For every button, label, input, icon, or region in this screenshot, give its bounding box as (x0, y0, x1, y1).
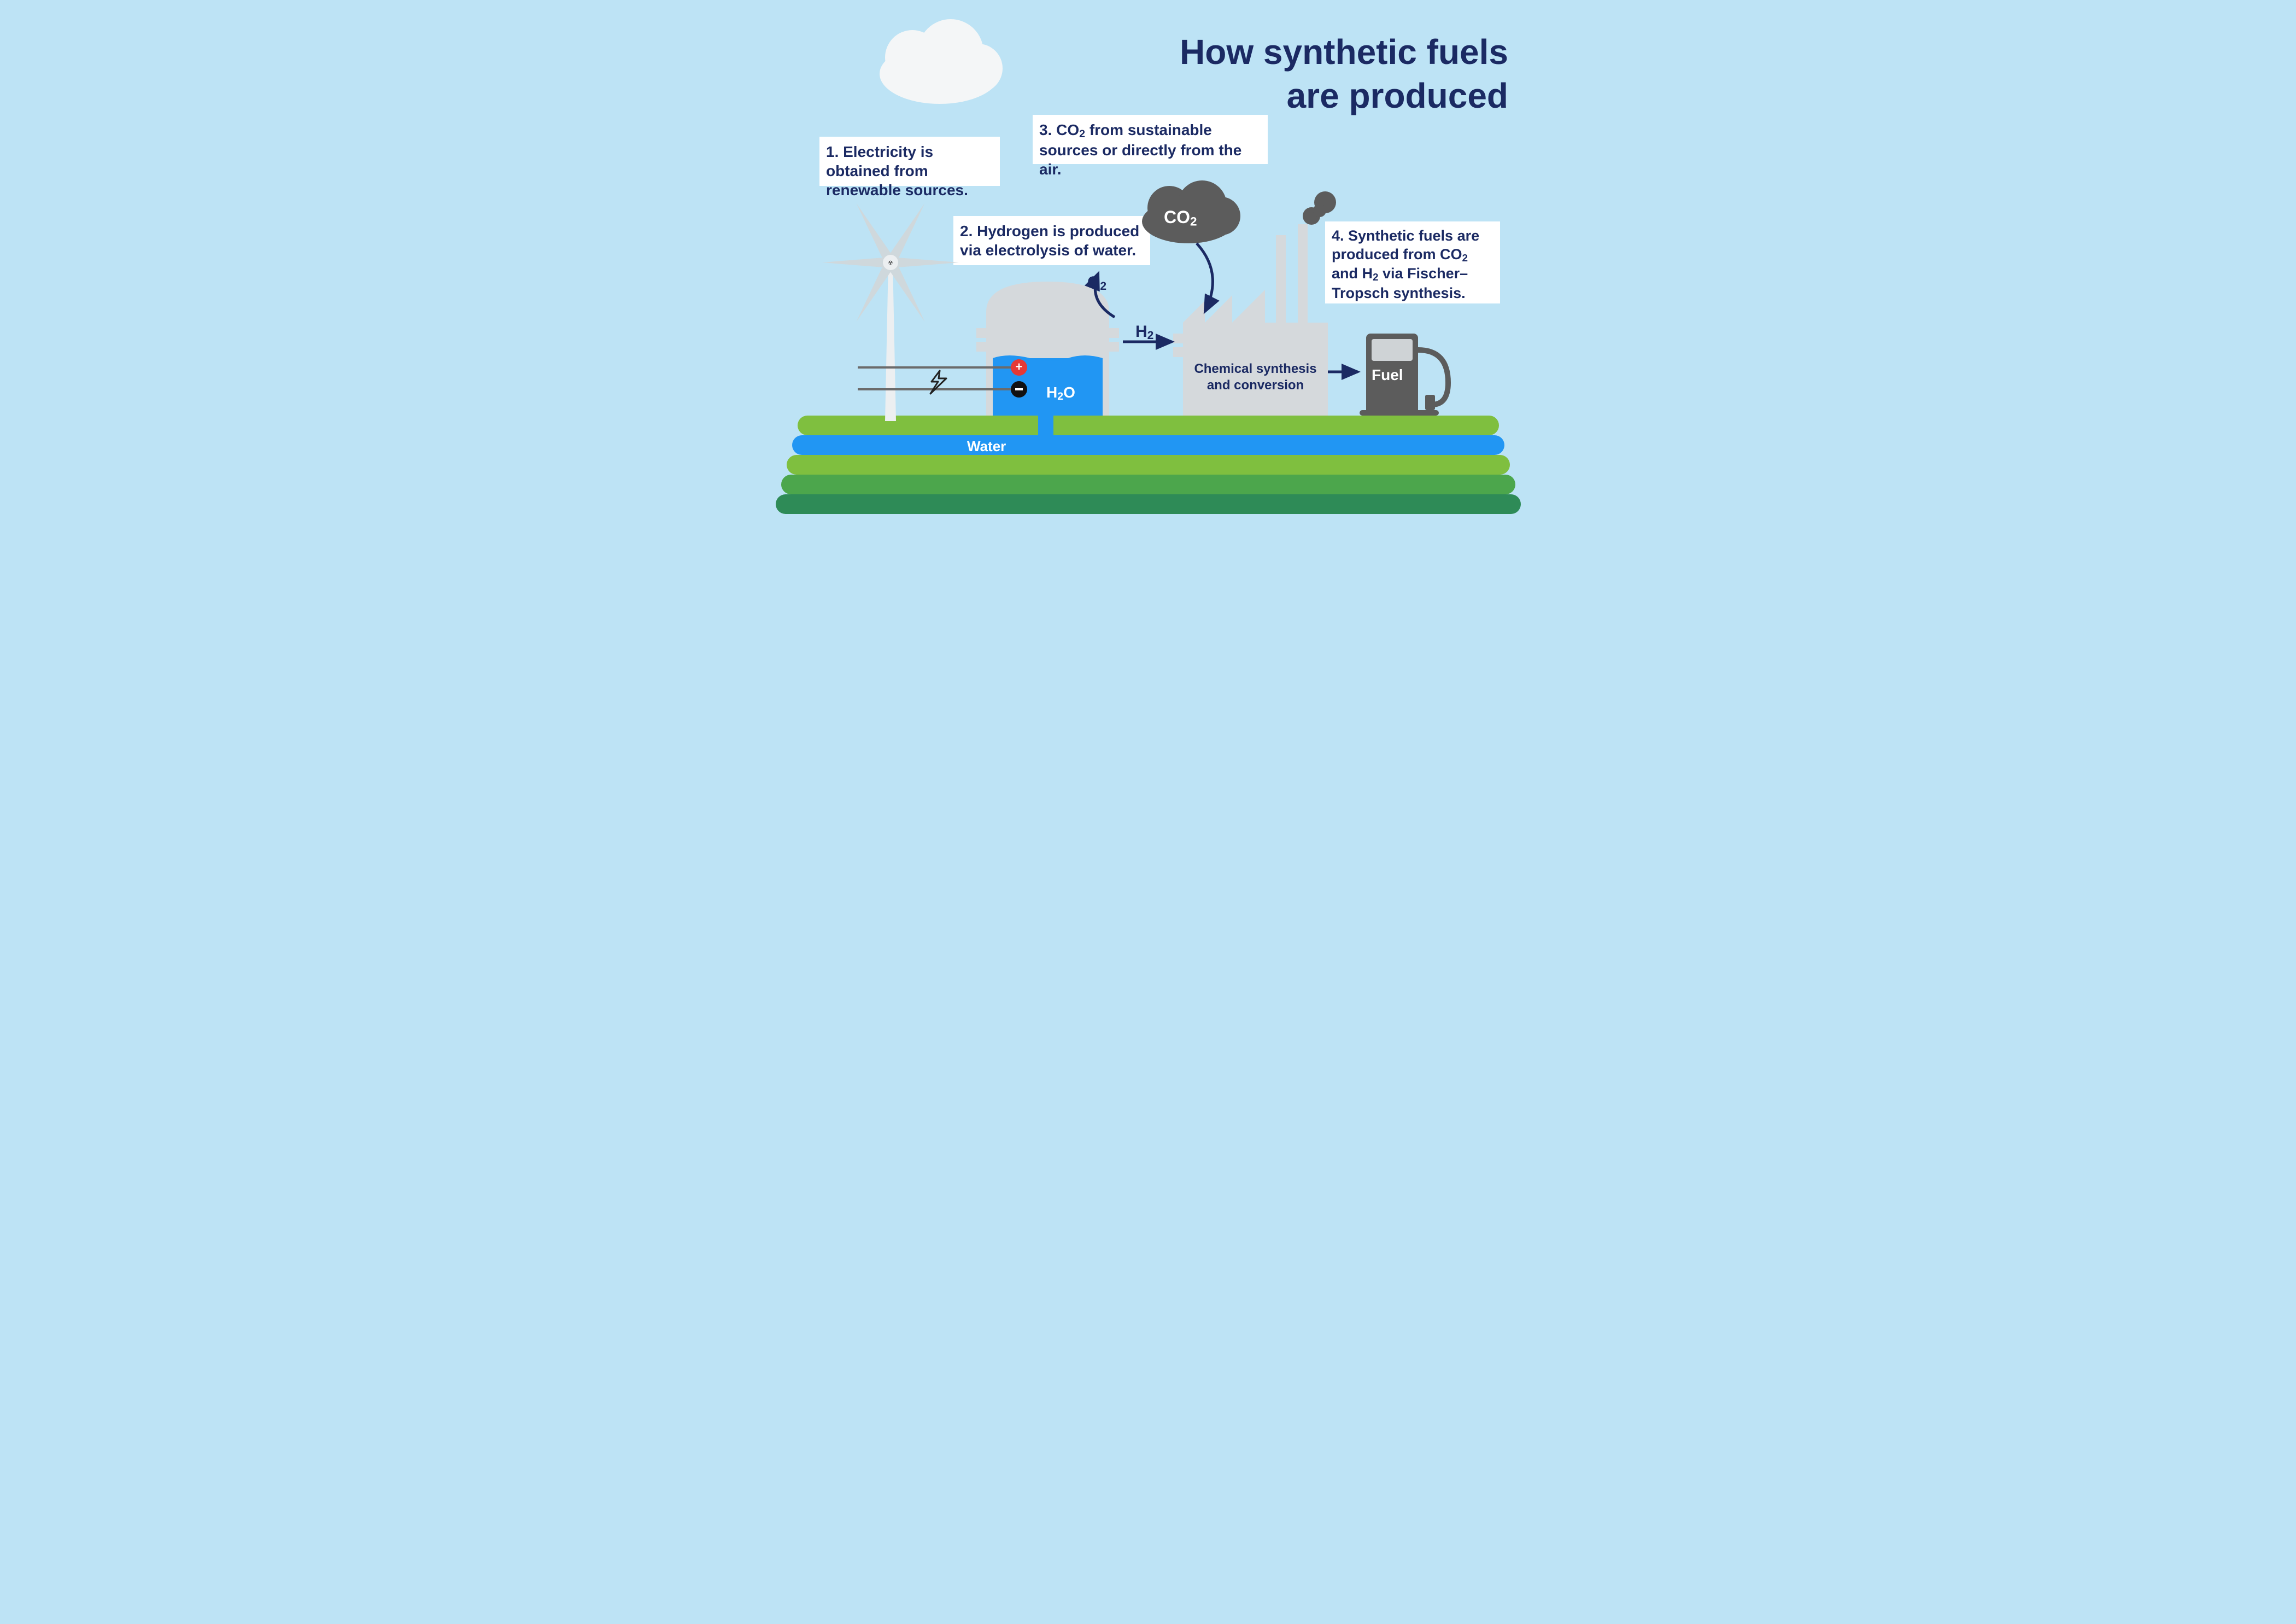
water-label: Water (967, 437, 1049, 454)
step-text: 1. Electricity is obtained from renewabl… (826, 142, 993, 224)
ground-strip (787, 455, 1510, 475)
ground-strip (792, 435, 1504, 455)
o2-label: O2 (1087, 272, 1120, 294)
step-text: 4. Synthetic fuels are produced from CO2… (1332, 227, 1493, 309)
svg-text:+: + (1015, 360, 1022, 373)
h2-label: H2 (1135, 322, 1168, 343)
ground-strip (781, 475, 1515, 494)
co2-label: CO2 (1164, 206, 1224, 228)
ground-strip (776, 494, 1521, 514)
h2o-label: H2O (1046, 383, 1101, 405)
radiation-icon: ☢ (888, 260, 893, 266)
ground-strip (798, 416, 1499, 435)
fuel-label: Fuel (1372, 365, 1415, 387)
page-title: How synthetic fuelsare produced (1142, 30, 1508, 118)
factory-label: Chemical synthesis and conversion (1191, 361, 1320, 405)
step-text: 3. CO2 from sustainable sources or direc… (1039, 120, 1261, 202)
